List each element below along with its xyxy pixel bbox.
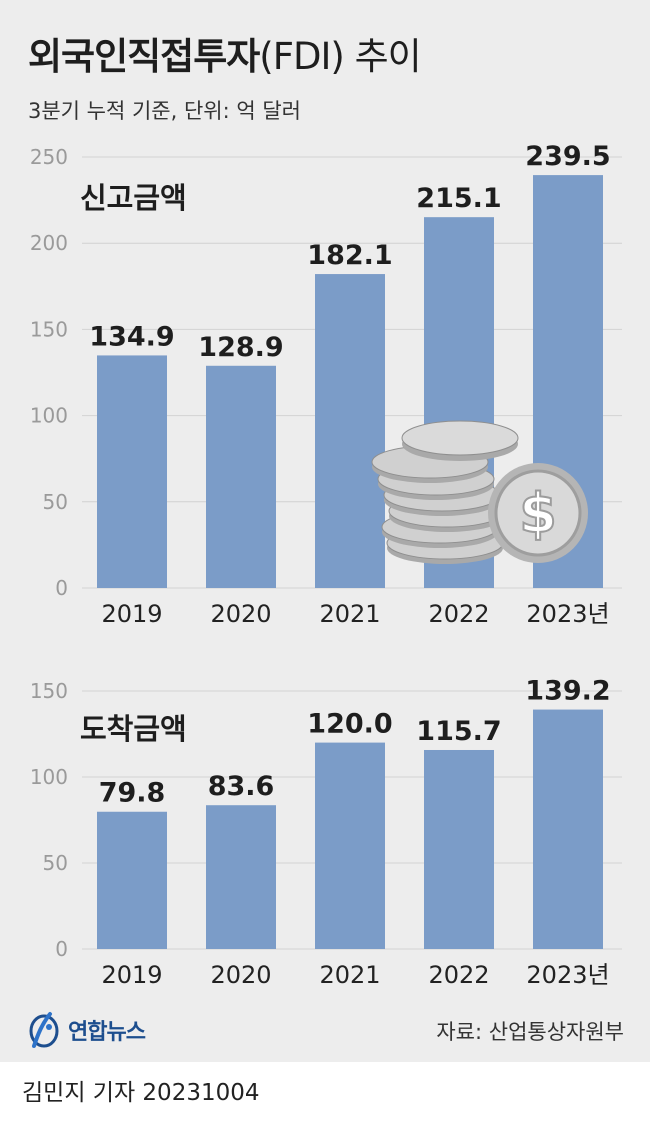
data-label: 182.1	[307, 240, 392, 271]
x-tick-label: 2021	[319, 961, 380, 989]
arrival-amount-chart: 0 50 100 150 도착금액 79.8 2019 83.6 2020 120.0 2021 11…	[30, 676, 622, 989]
reported-amount-chart: $ 0 50 100 150 200 250 신고금액 134.9 2019 128.9 2020 1…	[30, 141, 622, 628]
y-tick-label: 150	[30, 679, 68, 703]
bar	[206, 805, 276, 949]
data-label: 215.1	[416, 183, 501, 214]
y-tick-label: 0	[55, 937, 68, 961]
y-tick-label: 0	[55, 576, 68, 600]
x-tick-label: 2020	[210, 600, 271, 628]
data-label: 134.9	[89, 321, 174, 352]
data-label: 239.5	[525, 141, 610, 172]
data-label: 120.0	[307, 709, 392, 740]
title-main: 외국인직접투자	[28, 35, 260, 78]
bar	[97, 355, 167, 588]
data-label: 79.8	[99, 778, 166, 809]
x-tick-label: 2021	[319, 600, 380, 628]
yonhap-logo-icon	[29, 1012, 59, 1048]
y-tick-label: 150	[30, 317, 68, 341]
yonhap-logo: 연합뉴스	[28, 1010, 146, 1050]
y-tick-label: 50	[43, 490, 68, 514]
data-label: 115.7	[416, 716, 501, 747]
data-label: 128.9	[198, 332, 283, 363]
x-tick-label: 2022	[428, 600, 489, 628]
bar	[315, 274, 385, 588]
bar	[206, 365, 276, 588]
data-label: 139.2	[525, 676, 610, 707]
x-tick-label: 2022	[428, 961, 489, 989]
page-title: 외국인직접투자(FDI) 추이	[28, 26, 422, 80]
chart-title: 도착금액	[80, 712, 187, 746]
coin	[401, 420, 519, 456]
y-tick-label: 50	[43, 851, 68, 875]
x-tick-label: 2019	[101, 600, 162, 628]
x-tick-label: 2023년	[526, 600, 609, 628]
coin-stack-illustration: $	[371, 420, 588, 564]
page-subtitle: 3분기 누적 기준, 단위: 억 달러	[28, 99, 302, 123]
bar	[533, 709, 603, 949]
source-note: 자료: 산업통상자원부	[436, 1020, 624, 1044]
logo-text: 연합뉴스	[68, 1020, 146, 1045]
title-suffix: (FDI) 추이	[259, 35, 421, 78]
bar	[97, 811, 167, 949]
dollar-sign-icon: $	[519, 482, 557, 545]
bar	[424, 749, 494, 949]
y-tick-label: 200	[30, 231, 68, 255]
data-label: 83.6	[208, 771, 275, 802]
x-tick-label: 2020	[210, 961, 271, 989]
x-tick-label: 2019	[101, 961, 162, 989]
byline: 김민지 기자 20231004	[22, 1080, 260, 1106]
y-tick-label: 100	[30, 765, 68, 789]
chart-title: 신고금액	[80, 181, 187, 215]
x-tick-label: 2023년	[526, 961, 609, 989]
y-tick-label: 100	[30, 404, 68, 428]
y-tick-label: 250	[30, 145, 68, 169]
bar	[315, 742, 385, 949]
dollar-coin	[494, 469, 582, 557]
